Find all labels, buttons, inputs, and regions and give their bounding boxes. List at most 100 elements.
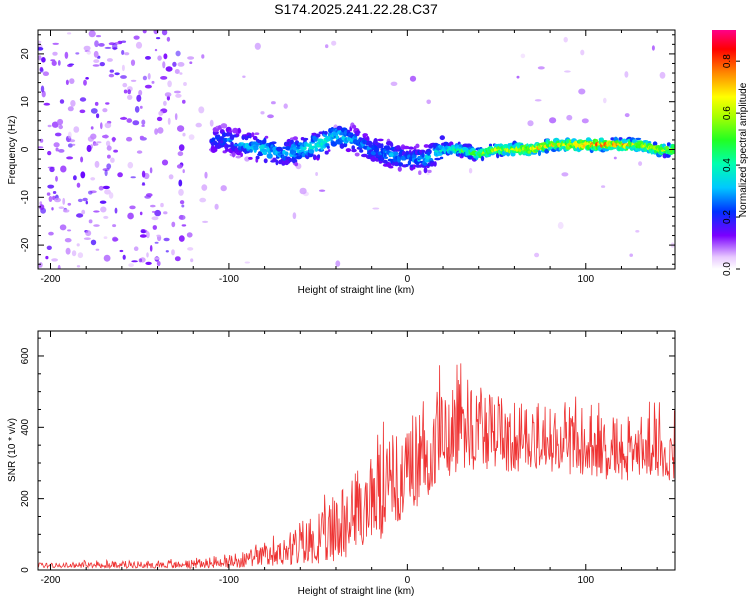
spectrogram-noise-blob bbox=[179, 214, 183, 220]
spectrogram-ridge-cell bbox=[313, 137, 318, 142]
spectrogram-noise-blob bbox=[67, 202, 72, 206]
spectrogram-noise-blob bbox=[42, 71, 50, 76]
spectrogram-noise-blob bbox=[175, 93, 182, 98]
spectrogram-noise-blob bbox=[117, 172, 123, 178]
spectrogram-noise-blob bbox=[520, 53, 526, 59]
spectrogram-noise-blob bbox=[260, 111, 265, 115]
spectrogram-noise-blob bbox=[83, 237, 91, 240]
spectrogram-noise-blob bbox=[59, 99, 65, 104]
snr-xtick-label: 0 bbox=[405, 575, 411, 586]
spectrogram-noise-blob bbox=[94, 101, 99, 106]
spectrogram-ridge-cell bbox=[393, 151, 399, 156]
spectrogram-noise-blob bbox=[178, 179, 183, 187]
spectrogram-noise-blob bbox=[112, 224, 117, 228]
spectrogram-noise-blob bbox=[93, 143, 99, 146]
spectrogram-noise-blob bbox=[93, 50, 99, 58]
spectrogram-ridge-cell bbox=[260, 148, 268, 153]
spectrogram-noise-blob bbox=[534, 99, 542, 102]
spectrogram-noise-blob bbox=[139, 135, 144, 140]
colorbar-tick-label: 0.8 bbox=[722, 54, 733, 68]
spectrogram-noise-blob bbox=[131, 260, 139, 263]
spectrogram-noise-blob bbox=[153, 257, 160, 260]
spectrogram-noise-blob bbox=[58, 149, 65, 153]
spectrogram-noise-blob bbox=[114, 207, 118, 214]
spectrogram-noise-blob bbox=[64, 51, 69, 59]
spectrogram-ridge-cell bbox=[327, 149, 331, 152]
spectrogram-ridge-cell bbox=[354, 152, 360, 157]
spectrogram-ridge-cell bbox=[362, 133, 369, 137]
spectrogram-noise-blob bbox=[635, 230, 640, 233]
spectrogram-noise-blob bbox=[187, 247, 194, 251]
spectrogram-noise-blob bbox=[120, 75, 127, 79]
spectrogram-ridge-cell bbox=[388, 165, 394, 169]
spectrogram-noise-blob bbox=[54, 132, 62, 137]
spectrogram-ridge-cell bbox=[240, 142, 244, 145]
spectrogram-noise-blob bbox=[581, 118, 589, 124]
spectrogram-ridge-cell bbox=[211, 146, 218, 153]
spectrogram-noise-blob bbox=[71, 250, 77, 257]
spectrogram-noise-blob bbox=[126, 118, 133, 123]
spectrogram-noise-blob bbox=[139, 234, 147, 238]
spectrogram-noise-blob bbox=[106, 163, 112, 170]
spectrogram-noise-blob bbox=[199, 197, 207, 203]
spectrogram-noise-blob bbox=[178, 235, 185, 242]
spectrogram-noise-blob bbox=[188, 134, 195, 140]
spectrogram-noise-blob bbox=[39, 204, 45, 211]
spectrogram-noise-blob bbox=[82, 197, 88, 202]
spectrogram-ridge-cell bbox=[537, 150, 542, 157]
spectrogram-noise-blob bbox=[624, 113, 630, 118]
spectrogram-noise-blob bbox=[62, 209, 70, 213]
spectrogram-noise-blob bbox=[167, 80, 172, 88]
spectrogram-noise-blob bbox=[55, 175, 58, 182]
spectrogram-noise-blob bbox=[41, 90, 46, 98]
spectrogram-ridge-cell bbox=[290, 139, 294, 145]
spectrogram-noise-blob bbox=[580, 49, 585, 56]
spectrogram-ridge-cell bbox=[355, 130, 361, 134]
spectrogram-noise-blob bbox=[88, 30, 96, 38]
spectrogram-noise-blob bbox=[112, 236, 118, 242]
spectrogram-ridge-cell bbox=[317, 138, 324, 142]
spectrogram-ridge-cell bbox=[373, 146, 380, 153]
spectrogram-ridge-cell bbox=[257, 153, 264, 157]
colorbar-tick-label: 0.6 bbox=[722, 106, 733, 120]
spectrogram-noise-blob bbox=[156, 37, 161, 40]
spectrogram-ytick-label: 20 bbox=[20, 48, 31, 60]
spectrogram-noise-blob bbox=[70, 100, 76, 107]
spectrogram-noise-blob bbox=[209, 119, 214, 127]
spectrogram-noise-blob bbox=[165, 250, 169, 253]
spectrogram-noise-blob bbox=[154, 128, 159, 135]
spectrogram-noise-blob bbox=[123, 89, 128, 94]
spectrogram-ridge-cell bbox=[665, 153, 671, 158]
spectrogram-ridge-cell bbox=[266, 153, 273, 159]
spectrogram-noise-blob bbox=[578, 88, 586, 95]
spectrogram-marks bbox=[38, 30, 675, 269]
spectrogram-ridge-cell bbox=[370, 156, 377, 162]
spectrogram-ridge-cell bbox=[423, 167, 428, 174]
spectrogram-noise-blob bbox=[96, 35, 101, 38]
spectrogram-ridge-cell bbox=[393, 161, 400, 167]
spectrogram-noise-blob bbox=[204, 171, 208, 179]
spectrogram-noise-blob bbox=[68, 63, 75, 66]
spectrogram-noise-blob bbox=[141, 119, 146, 126]
spectrogram-noise-blob bbox=[94, 40, 99, 48]
spectrogram-noise-blob bbox=[67, 106, 74, 112]
spectrogram-noise-blob bbox=[549, 117, 557, 124]
spectrogram-ridge-cell bbox=[544, 148, 550, 154]
spectrogram-ridge-cell bbox=[462, 146, 468, 151]
spectrogram-noise-blob bbox=[198, 106, 205, 114]
spectrogram-noise-blob bbox=[86, 50, 92, 55]
spectrogram-noise-blob bbox=[145, 56, 151, 60]
spectrogram-noise-blob bbox=[102, 108, 108, 113]
spectrogram-noise-blob bbox=[149, 245, 153, 252]
spectrogram-ridge-cell bbox=[377, 138, 384, 142]
spectrogram-noise-blob bbox=[651, 45, 655, 51]
spectrogram-noise-blob bbox=[69, 139, 76, 143]
spectrogram-noise-blob bbox=[76, 213, 84, 218]
spectrogram-noise-blob bbox=[156, 234, 161, 237]
spectrogram-noise-blob bbox=[563, 36, 568, 43]
spectrogram-noise-blob bbox=[163, 237, 170, 242]
spectrogram-ridge-cell bbox=[264, 135, 269, 139]
spectrogram-ridge-cell bbox=[405, 163, 409, 167]
spectrogram-noise-blob bbox=[175, 50, 181, 57]
spectrogram-noise-blob bbox=[54, 197, 61, 203]
